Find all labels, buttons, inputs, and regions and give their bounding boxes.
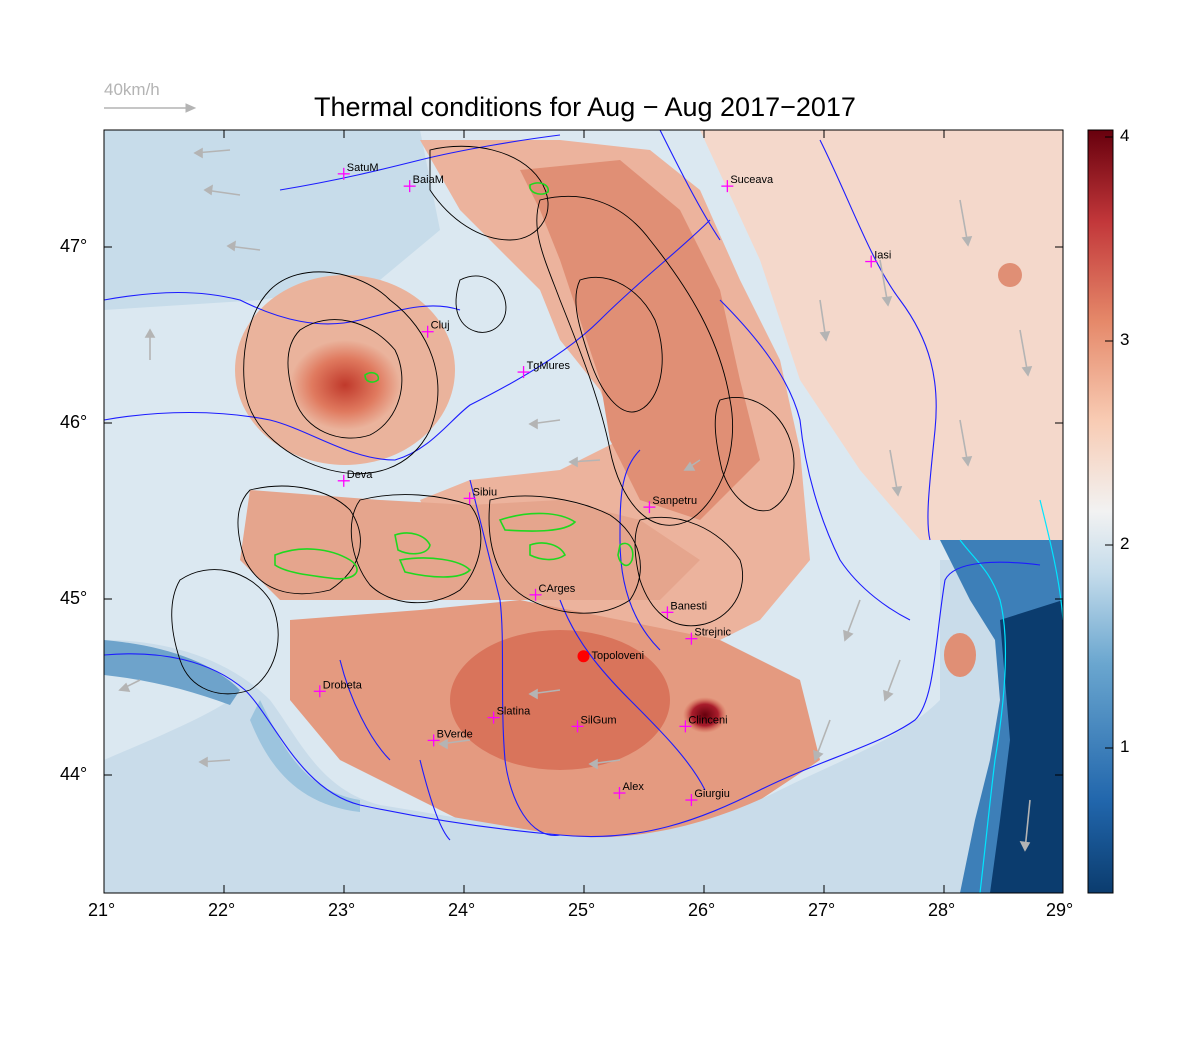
warm-region-south-carpathians [240, 490, 700, 600]
city-marker: Deva [337, 469, 374, 487]
x-tick-label: 24° [448, 900, 476, 920]
city-marker: Alex [613, 781, 644, 800]
city-marker: Strejnic [685, 627, 732, 645]
colorbar-tick-label: 3 [1120, 330, 1130, 349]
y-tick-label: 46° [60, 412, 88, 432]
colorbar [1087, 129, 1114, 894]
city-marker: SatuM [337, 162, 379, 180]
city-label: Strejnic [694, 627, 731, 639]
site-marker: Topoloveni [577, 650, 645, 663]
axis-ticks [103, 130, 1063, 893]
city-label: Drobeta [323, 679, 363, 691]
y-tick-label: 44° [60, 764, 88, 784]
city-marker: Cluj [421, 320, 450, 338]
city-label: BVerde [437, 728, 473, 740]
city-label: Giurgiu [694, 788, 729, 800]
rivers [104, 130, 1041, 841]
colorbar-tick-label: 4 [1120, 126, 1130, 145]
city-marker: Sanpetru [643, 495, 697, 514]
city-label: Slatina [497, 706, 532, 718]
city-markers: SatuM BaiaM Suceava Iasi Cluj TgMures Deva Sibi… [313, 162, 891, 807]
elevation-contours [171, 145, 795, 695]
city-marker: BaiaM [403, 174, 444, 193]
city-label: Iasi [874, 250, 891, 262]
hot-spot [683, 697, 727, 733]
city-marker: CArges [529, 583, 576, 601]
city-label: SatuM [347, 162, 379, 174]
city-marker: SilGum [571, 714, 617, 733]
x-tick-label: 22° [208, 900, 236, 920]
city-label: CArges [539, 583, 576, 595]
x-tick-label: 21° [88, 900, 116, 920]
city-marker: TgMures [517, 360, 571, 379]
map-canvas [104, 130, 1063, 893]
colorbar-ticks [1105, 136, 1113, 749]
site-dot [577, 650, 590, 663]
high-contours [274, 182, 634, 580]
warm-core-carpathians [520, 160, 760, 520]
x-tick-label: 23° [328, 900, 356, 920]
city-marker: Suceava [721, 174, 774, 193]
city-marker: Giurgiu [685, 788, 730, 807]
river-danube [104, 561, 1041, 838]
city-label: Alex [622, 781, 644, 793]
city-label: Clinceni [688, 714, 727, 726]
city-label: Sanpetru [652, 495, 697, 507]
x-tick-label: 29° [1046, 900, 1074, 920]
city-marker: Sibiu [463, 486, 497, 505]
warm-region-east [700, 130, 1063, 540]
wind-reference-arrow [104, 103, 197, 113]
city-marker: Clinceni [679, 714, 728, 733]
x-tick-label: 28° [928, 900, 956, 920]
coastline [959, 539, 1007, 893]
city-label: BaiaM [413, 174, 444, 186]
wind-reference-label: 40km/h [104, 80, 160, 99]
city-label: TgMures [527, 360, 571, 372]
city-label: Suceava [730, 174, 774, 186]
map-title: Thermal conditions for Aug − Aug 2017−20… [314, 92, 856, 122]
site-label: Topoloveni [592, 650, 645, 662]
x-tick-label: 25° [568, 900, 596, 920]
city-label: Deva [347, 469, 374, 481]
y-tick-label: 45° [60, 588, 88, 608]
city-label: Sibiu [473, 486, 497, 498]
city-marker: Iasi [865, 250, 891, 268]
colorbar-tick-label: 2 [1120, 534, 1130, 553]
city-label: Banesti [670, 600, 707, 612]
city-marker: Slatina [487, 706, 532, 724]
wind-arrows [118, 147, 1033, 852]
colorbar-tick-label: 1 [1120, 737, 1130, 756]
city-label: SilGum [581, 714, 617, 726]
y-tick-label: 47° [60, 236, 88, 256]
city-marker: Drobeta [313, 679, 363, 698]
x-tick-label: 27° [808, 900, 836, 920]
city-label: Cluj [431, 320, 450, 332]
city-marker: Banesti [661, 600, 707, 619]
city-marker: BVerde [427, 728, 473, 747]
cool-region-danube [104, 560, 1063, 893]
x-tick-label: 26° [688, 900, 716, 920]
